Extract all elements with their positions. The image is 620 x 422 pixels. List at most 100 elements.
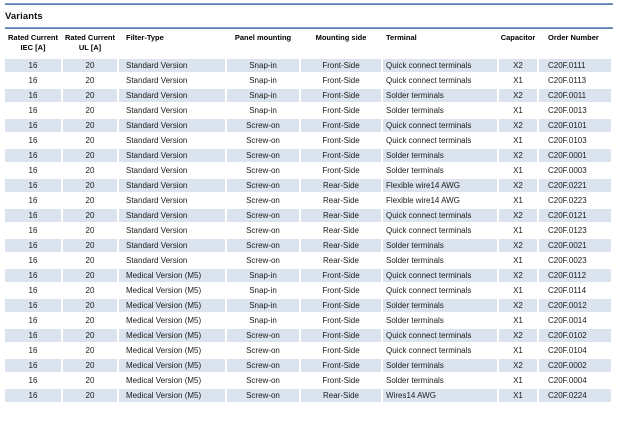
cell-iec-current: 16	[5, 89, 61, 103]
cell-capacitor: X2	[499, 149, 537, 163]
cell-order-number: C20F.0224	[539, 389, 611, 403]
table-row: 16 20 Standard Version Snap-in Front-Side Qui…	[5, 74, 611, 88]
table-row: 16 20 Medical Version (M5) Screw-on Front-Si…	[5, 374, 611, 388]
table-row: 16 20 Standard Version Snap-in Front-Side Qui…	[5, 59, 611, 73]
cell-capacitor: X2	[499, 59, 537, 73]
cell-ul-current: 20	[63, 344, 117, 358]
cell-panel-mounting: Snap-in	[227, 284, 299, 298]
cell-mounting-side: Front-Side	[301, 149, 381, 163]
table-row: 16 20 Medical Version (M5) Screw-on Front-Si…	[5, 344, 611, 358]
cell-iec-current: 16	[5, 134, 61, 148]
cell-iec-current: 16	[5, 329, 61, 343]
cell-panel-mounting: Screw-on	[227, 359, 299, 373]
cell-ul-current: 20	[63, 119, 117, 133]
cell-panel-mounting: Snap-in	[227, 269, 299, 283]
table-row: 16 20 Standard Version Snap-in Front-Side Sol…	[5, 89, 611, 103]
col-header-label: Mounting side	[315, 33, 367, 42]
cell-filter-type: Medical Version (M5)	[119, 314, 225, 328]
cell-ul-current: 20	[63, 194, 117, 208]
cell-terminal: Solder terminals	[383, 164, 497, 178]
table-row: 16 20 Standard Version Snap-in Front-Side Sol…	[5, 104, 611, 118]
col-header-iec-current: Rated Current IEC [A]	[5, 31, 61, 58]
cell-mounting-side: Rear-Side	[301, 179, 381, 193]
cell-iec-current: 16	[5, 104, 61, 118]
cell-filter-type: Medical Version (M5)	[119, 359, 225, 373]
cell-capacitor: X1	[499, 164, 537, 178]
cell-terminal: Solder terminals	[383, 149, 497, 163]
cell-panel-mounting: Snap-in	[227, 314, 299, 328]
cell-terminal: Flexible wire14 AWG	[383, 179, 497, 193]
cell-panel-mounting: Screw-on	[227, 344, 299, 358]
col-header-label: Terminal	[386, 33, 417, 42]
cell-panel-mounting: Screw-on	[227, 209, 299, 223]
cell-ul-current: 20	[63, 389, 117, 403]
cell-iec-current: 16	[5, 269, 61, 283]
cell-terminal: Quick connect terminals	[383, 134, 497, 148]
cell-filter-type: Medical Version (M5)	[119, 269, 225, 283]
table-body: 16 20 Standard Version Snap-in Front-Side Qui…	[5, 59, 611, 403]
cell-panel-mounting: Screw-on	[227, 329, 299, 343]
cell-terminal: Solder terminals	[383, 89, 497, 103]
cell-order-number: C20F.0102	[539, 329, 611, 343]
cell-filter-type: Medical Version (M5)	[119, 284, 225, 298]
cell-mounting-side: Rear-Side	[301, 209, 381, 223]
cell-panel-mounting: Snap-in	[227, 104, 299, 118]
cell-iec-current: 16	[5, 119, 61, 133]
cell-panel-mounting: Screw-on	[227, 119, 299, 133]
cell-order-number: C20F.0111	[539, 59, 611, 73]
cell-iec-current: 16	[5, 194, 61, 208]
cell-capacitor: X1	[499, 104, 537, 118]
cell-terminal: Solder terminals	[383, 359, 497, 373]
cell-filter-type: Standard Version	[119, 254, 225, 268]
cell-capacitor: X2	[499, 239, 537, 253]
cell-panel-mounting: Screw-on	[227, 134, 299, 148]
cell-filter-type: Medical Version (M5)	[119, 389, 225, 403]
cell-filter-type: Medical Version (M5)	[119, 299, 225, 313]
cell-capacitor: X1	[499, 134, 537, 148]
table-row: 16 20 Medical Version (M5) Screw-on Front-Si…	[5, 329, 611, 343]
cell-mounting-side: Rear-Side	[301, 224, 381, 238]
cell-capacitor: X1	[499, 344, 537, 358]
table-row: 16 20 Medical Version (M5) Snap-in Front-Sid…	[5, 284, 611, 298]
cell-terminal: Wires14 AWG	[383, 389, 497, 403]
col-header-panel-mounting: Panel mounting	[227, 31, 299, 58]
table-row: 16 20 Standard Version Screw-on Rear-Side Fle…	[5, 194, 611, 208]
cell-iec-current: 16	[5, 179, 61, 193]
cell-order-number: C20F.0002	[539, 359, 611, 373]
col-header-label: Order Number	[548, 33, 599, 42]
col-header-order-number: Order Number	[539, 31, 611, 58]
cell-ul-current: 20	[63, 209, 117, 223]
cell-mounting-side: Front-Side	[301, 344, 381, 358]
cell-filter-type: Standard Version	[119, 74, 225, 88]
cell-ul-current: 20	[63, 59, 117, 73]
cell-mounting-side: Rear-Side	[301, 194, 381, 208]
cell-terminal: Quick connect terminals	[383, 329, 497, 343]
cell-panel-mounting: Snap-in	[227, 74, 299, 88]
cell-terminal: Solder terminals	[383, 254, 497, 268]
cell-terminal: Solder terminals	[383, 374, 497, 388]
cell-ul-current: 20	[63, 314, 117, 328]
cell-filter-type: Standard Version	[119, 149, 225, 163]
table-row: 16 20 Standard Version Screw-on Rear-Side Qui…	[5, 224, 611, 238]
cell-iec-current: 16	[5, 344, 61, 358]
cell-mounting-side: Front-Side	[301, 329, 381, 343]
cell-filter-type: Standard Version	[119, 239, 225, 253]
table-row: 16 20 Standard Version Screw-on Rear-Side Fle…	[5, 179, 611, 193]
cell-order-number: C20F.0004	[539, 374, 611, 388]
cell-ul-current: 20	[63, 299, 117, 313]
cell-ul-current: 20	[63, 224, 117, 238]
header-divider-rule	[5, 27, 613, 29]
cell-panel-mounting: Screw-on	[227, 374, 299, 388]
cell-order-number: C20F.0121	[539, 209, 611, 223]
table-row: 16 20 Medical Version (M5) Snap-in Front-Sid…	[5, 269, 611, 283]
cell-filter-type: Standard Version	[119, 119, 225, 133]
cell-mounting-side: Rear-Side	[301, 389, 381, 403]
cell-terminal: Quick connect terminals	[383, 74, 497, 88]
cell-capacitor: X1	[499, 194, 537, 208]
cell-panel-mounting: Screw-on	[227, 389, 299, 403]
cell-filter-type: Standard Version	[119, 59, 225, 73]
cell-order-number: C20F.0103	[539, 134, 611, 148]
cell-filter-type: Standard Version	[119, 164, 225, 178]
datasheet-page: Variants Rated Current IEC [A] Rated Cur…	[0, 3, 620, 422]
cell-filter-type: Standard Version	[119, 209, 225, 223]
